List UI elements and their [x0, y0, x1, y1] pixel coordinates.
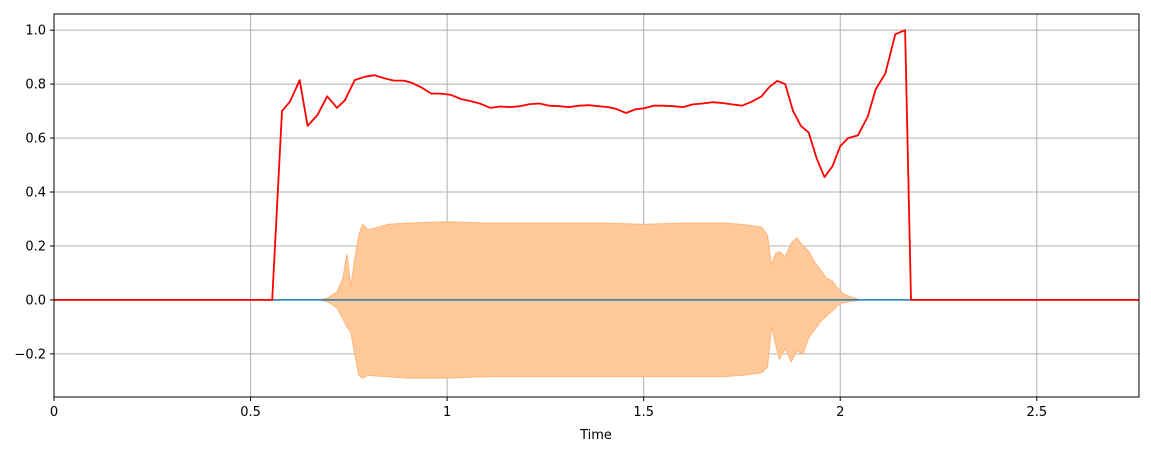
y-tick-label-2: 0.2: [25, 239, 46, 254]
y-tick-label-5: 0.8: [25, 78, 46, 93]
y-tick-label-0: −0.2: [14, 347, 46, 362]
series-line-0: [54, 29, 1139, 301]
y-tick-label-3: 0.4: [25, 186, 46, 201]
x-tick-label-1: 0.5: [240, 405, 261, 420]
y-tick-label-4: 0.6: [25, 132, 46, 147]
x-tick-label-3: 1.5: [633, 405, 654, 420]
x-axis-label: Time: [579, 428, 612, 443]
envelope-series: [54, 29, 1139, 301]
ticks: 0 0.5 1 1.5 2 2.5 −0.2 0.0 0.2 0.4 0.6 0.8 1.0: [14, 24, 1047, 420]
x-tick-label-5: 2.5: [1026, 405, 1047, 420]
x-tick-label-2: 1: [443, 405, 451, 420]
y-tick-label-6: 1.0: [25, 24, 46, 39]
y-tick-label-1: 0.0: [25, 293, 46, 308]
x-tick-label-0: 0: [50, 405, 58, 420]
plot-frame: [53, 13, 1140, 398]
x-tick-label-4: 2: [836, 405, 844, 420]
